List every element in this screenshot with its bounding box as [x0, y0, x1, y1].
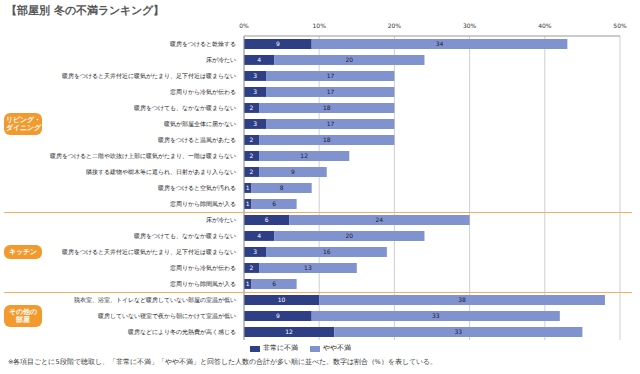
- html-text:【部屋別 冬の不満ランキング】: 【部屋別 冬の不満ランキング】: [6, 4, 164, 17]
- svg-text:30%: 30%: [463, 22, 477, 29]
- svg-text:暖房していない寝室で夜から朝にかけて室温が低い: 暖房していない寝室で夜から朝にかけて室温が低い: [98, 312, 236, 320]
- html-text:その他の: その他の: [9, 308, 37, 316]
- svg-text:9: 9: [276, 40, 280, 47]
- html-text:ダイニング: ダイニング: [5, 124, 41, 132]
- svg-text:20: 20: [345, 232, 353, 239]
- svg-text:3: 3: [253, 120, 257, 127]
- svg-text:暖気が部屋全体に届かない: 暖気が部屋全体に届かない: [164, 120, 236, 128]
- svg-text:17: 17: [327, 72, 335, 79]
- svg-text:3: 3: [253, 248, 257, 255]
- svg-text:8: 8: [280, 184, 284, 191]
- svg-text:33: 33: [454, 328, 462, 335]
- svg-text:38: 38: [458, 296, 466, 303]
- svg-text:20%: 20%: [388, 22, 402, 29]
- svg-text:窓周りから隙間風が入る: 窓周りから隙間風が入る: [170, 280, 236, 287]
- svg-text:暖房をつけても、なかなか暖まらない: 暖房をつけても、なかなか暖まらない: [134, 104, 236, 112]
- html-text:部屋: 部屋: [16, 316, 30, 324]
- svg-text:窓周りから冷気が伝わる: 窓周りから冷気が伝わる: [170, 88, 236, 95]
- svg-text:暖房をつけると温風があたる: 暖房をつけると温風があたる: [158, 136, 236, 144]
- svg-text:16: 16: [323, 248, 331, 255]
- svg-text:40%: 40%: [538, 22, 552, 29]
- svg-text:暖房をつけると天井付近に暖気がたまり、足下付近は暖まらない: 暖房をつけると天井付近に暖気がたまり、足下付近は暖まらない: [62, 72, 236, 80]
- svg-text:2: 2: [250, 264, 254, 271]
- html-text:※各項目ごとに5段階で聴取し、「非常に不満」「やや不満」と回: ※各項目ごとに5段階で聴取し、「非常に不満」「やや不満」と回答した人数の合計が多…: [8, 358, 437, 366]
- svg-text:6: 6: [265, 216, 269, 223]
- svg-text:窓周りから隙間風が入る: 窓周りから隙間風が入る: [170, 200, 236, 207]
- svg-text:1: 1: [246, 184, 250, 191]
- svg-text:10: 10: [278, 296, 286, 303]
- svg-text:暖房をつけると二階や吹抜け上部に暖気がたまり、一階は暖まらな: 暖房をつけると二階や吹抜け上部に暖気がたまり、一階は暖まらない: [50, 152, 236, 160]
- svg-text:3: 3: [253, 88, 257, 95]
- svg-text:暖房をつけても、なかなか暖まらない: 暖房をつけても、なかなか暖まらない: [134, 232, 236, 240]
- html-text:やや不満: やや不満: [323, 344, 351, 352]
- svg-text:暖房をつけると空気が汚れる: 暖房をつけると空気が汚れる: [158, 184, 236, 192]
- svg-text:2: 2: [250, 104, 254, 111]
- svg-text:4: 4: [257, 232, 261, 239]
- svg-text:1: 1: [246, 200, 250, 207]
- svg-text:17: 17: [327, 120, 335, 127]
- svg-text:0%: 0%: [239, 22, 249, 29]
- svg-text:20: 20: [345, 56, 353, 63]
- svg-text:暖房をつけると天井付近に暖気がたまり、足下付近は暖まらない: 暖房をつけると天井付近に暖気がたまり、足下付近は暖まらない: [62, 248, 236, 256]
- svg-text:9: 9: [276, 312, 280, 319]
- svg-text:13: 13: [304, 264, 312, 271]
- svg-text:暖房などにより冬の光熱費が高く感じる: 暖房などにより冬の光熱費が高く感じる: [128, 328, 236, 336]
- svg-text:4: 4: [257, 56, 261, 63]
- html-text:キッチン: キッチン: [9, 248, 37, 256]
- svg-text:暖房をつけると乾燥する: 暖房をつけると乾燥する: [170, 40, 236, 48]
- svg-text:3: 3: [253, 72, 257, 79]
- svg-text:1: 1: [246, 280, 250, 287]
- svg-text:50%: 50%: [613, 22, 627, 29]
- svg-text:18: 18: [323, 104, 331, 111]
- svg-text:6: 6: [272, 200, 276, 207]
- svg-text:床が冷たい: 床が冷たい: [206, 56, 236, 63]
- svg-text:脱衣室、浴室、トイレなど暖房していない部屋の室温が低い: 脱衣室、浴室、トイレなど暖房していない部屋の室温が低い: [74, 296, 236, 304]
- svg-text:18: 18: [323, 136, 331, 143]
- svg-text:床が冷たい: 床が冷たい: [206, 216, 236, 223]
- svg-text:10%: 10%: [313, 22, 327, 29]
- svg-text:2: 2: [250, 168, 254, 175]
- svg-text:窓周りから冷気が伝わる: 窓周りから冷気が伝わる: [170, 264, 236, 271]
- svg-text:6: 6: [272, 280, 276, 287]
- svg-text:12: 12: [285, 328, 293, 335]
- svg-text:隣接する建物や樹木等に遮られ、日射があまり入らない: 隣接する建物や樹木等に遮られ、日射があまり入らない: [86, 168, 236, 176]
- svg-text:2: 2: [250, 136, 254, 143]
- svg-text:9: 9: [291, 168, 295, 175]
- svg-text:2: 2: [250, 152, 254, 159]
- svg-text:34: 34: [436, 40, 444, 47]
- svg-text:24: 24: [376, 216, 384, 223]
- html-text:リビング・: リビング・: [5, 116, 41, 124]
- svg-text:17: 17: [327, 88, 335, 95]
- html-text:非常に不満: 非常に不満: [263, 344, 298, 352]
- svg-text:12: 12: [300, 152, 308, 159]
- svg-text:33: 33: [432, 312, 440, 319]
